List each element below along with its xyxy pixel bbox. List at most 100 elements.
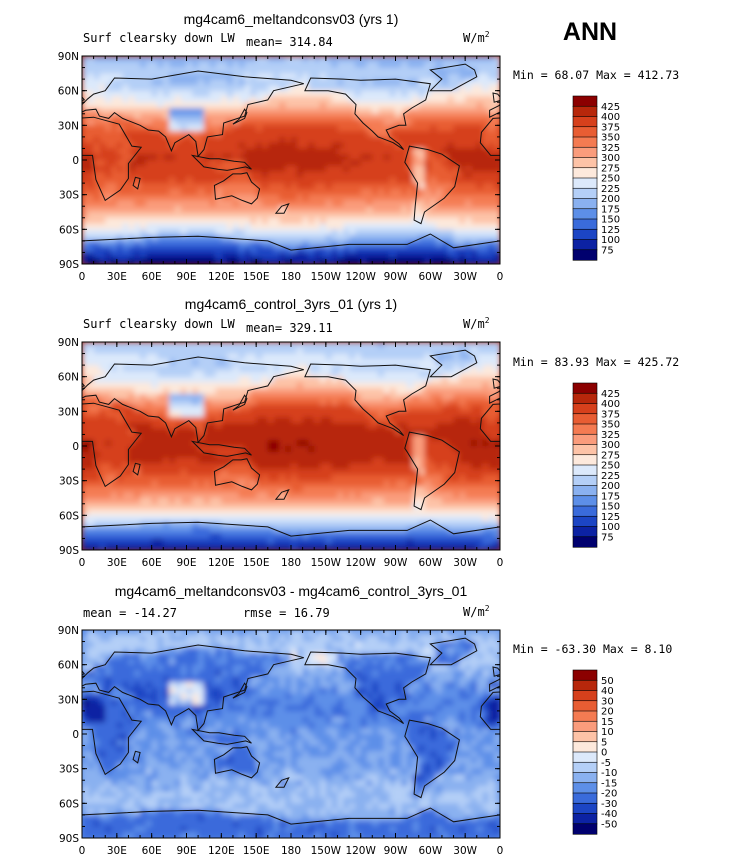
field-cell (99, 394, 106, 401)
field-cell (320, 440, 327, 447)
field-cell (331, 194, 339, 202)
field-cell (401, 503, 408, 511)
field-cell (128, 417, 135, 424)
field-cell (302, 469, 310, 476)
field-cell (465, 399, 472, 407)
field-cell (267, 90, 275, 98)
field-cell (250, 463, 257, 470)
field-cell (360, 229, 368, 236)
field-cell (87, 394, 95, 401)
field-cell (407, 388, 414, 395)
field-cell (267, 125, 275, 132)
field-cell (261, 428, 269, 436)
field-cell (134, 177, 141, 184)
field-cell (465, 394, 472, 401)
field-cell (285, 382, 292, 389)
field-cell (82, 119, 89, 126)
field-cell (82, 492, 89, 499)
field-cell (221, 469, 228, 476)
field-cell (360, 451, 368, 459)
field-cell (209, 217, 217, 225)
field-cell (157, 486, 164, 493)
field-cell (418, 394, 426, 401)
field-cell (302, 188, 310, 196)
field-cell (82, 73, 89, 80)
field-cell (227, 411, 234, 418)
field-cell (320, 96, 327, 103)
field-cell (99, 73, 106, 80)
field-cell (273, 469, 280, 476)
field-cell (82, 342, 89, 349)
colorbar-swatch (572, 157, 598, 169)
field-cell (383, 480, 391, 488)
field-cell (436, 61, 443, 69)
field-cell (291, 113, 298, 121)
field-cell (337, 90, 344, 98)
field-cell (122, 382, 130, 389)
field-cell (232, 498, 240, 505)
field-cell (302, 405, 310, 412)
field-cell (267, 509, 275, 516)
field-cell (145, 113, 153, 121)
field-cell (360, 183, 368, 190)
field-cell (261, 84, 269, 92)
field-cell (232, 411, 240, 418)
field-cell (145, 457, 153, 464)
field-cell (430, 417, 437, 424)
field-cell (314, 108, 321, 115)
field-cell (180, 119, 188, 126)
field-cell (105, 131, 112, 138)
field-cell (279, 177, 286, 184)
field-cell (163, 206, 170, 213)
field-cell (494, 411, 500, 418)
field-cell (453, 417, 460, 424)
field-cell (227, 246, 234, 254)
field-cell (244, 240, 251, 248)
field-cell (82, 417, 89, 424)
field-cell (250, 252, 257, 259)
field-cell (169, 131, 176, 138)
field-cell (227, 503, 234, 511)
field-cell (151, 388, 159, 395)
field-cell (192, 73, 199, 80)
field-cell (308, 422, 315, 430)
field-cell (209, 212, 217, 219)
field-cell (488, 177, 495, 184)
field-cell (238, 102, 246, 109)
field-cell (447, 370, 455, 378)
field-cell (157, 463, 164, 470)
field-cell (261, 509, 269, 516)
field-cell (261, 376, 269, 384)
field-cell (314, 79, 321, 86)
field-cell (186, 446, 193, 453)
field-cell (407, 492, 414, 499)
field-cell (227, 359, 234, 366)
field-cell (186, 457, 193, 464)
field-cell (378, 480, 385, 488)
field-cell (145, 353, 153, 360)
field-cell (476, 194, 484, 202)
field-cell (227, 353, 234, 360)
field-cell (470, 353, 478, 360)
field-cell (401, 108, 408, 115)
field-cell (163, 342, 170, 349)
field-cell (401, 258, 408, 264)
field-cell (296, 440, 304, 447)
coastline (213, 172, 261, 205)
field-cell (87, 480, 95, 488)
field-cell (198, 258, 205, 264)
field-cell (337, 148, 344, 155)
field-cell (441, 428, 449, 436)
field-cell (291, 258, 298, 264)
field-cell (470, 61, 478, 69)
field-cell (209, 463, 217, 470)
field-cell (470, 67, 478, 74)
field-cell (227, 252, 234, 259)
field-cell (209, 154, 217, 161)
field-cell (99, 108, 106, 115)
field-cell (163, 365, 170, 372)
field-cell (430, 359, 437, 366)
field-cell (407, 148, 414, 155)
field-cell (459, 142, 466, 150)
field-cell (145, 188, 153, 196)
